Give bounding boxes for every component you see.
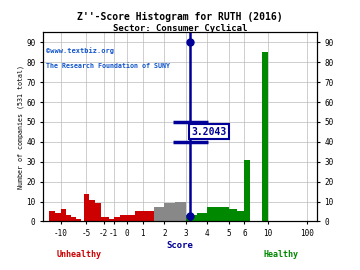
Bar	[55, 214, 61, 221]
Bar	[84, 194, 86, 221]
Bar	[101, 217, 104, 221]
Bar	[113, 217, 120, 221]
Bar	[218, 207, 229, 221]
Bar	[95, 204, 98, 221]
Text: 3.2043: 3.2043	[191, 127, 226, 137]
Text: Z''-Score Histogram for RUTH (2016): Z''-Score Histogram for RUTH (2016)	[77, 12, 283, 22]
Bar	[92, 200, 95, 221]
Bar	[143, 211, 154, 221]
Bar	[89, 200, 92, 221]
Text: Unhealthy: Unhealthy	[56, 250, 101, 259]
Bar	[104, 217, 109, 221]
Text: Sector: Consumer Cyclical: Sector: Consumer Cyclical	[113, 24, 247, 33]
Y-axis label: Number of companies (531 total): Number of companies (531 total)	[17, 65, 23, 189]
Bar	[49, 211, 55, 221]
Text: The Research Foundation of SUNY: The Research Foundation of SUNY	[46, 63, 170, 69]
Bar	[76, 220, 81, 221]
Bar	[61, 210, 66, 221]
Bar	[98, 204, 101, 221]
Bar	[86, 194, 89, 221]
Bar	[120, 215, 127, 221]
Text: ©www.textbiz.org: ©www.textbiz.org	[46, 47, 114, 54]
Bar	[262, 52, 268, 221]
Bar	[135, 211, 143, 221]
Bar	[244, 160, 250, 221]
Bar	[186, 215, 197, 221]
Bar	[66, 215, 71, 221]
Text: Healthy: Healthy	[264, 250, 299, 259]
Bar	[229, 210, 237, 221]
Bar	[197, 214, 207, 221]
Bar	[154, 207, 165, 221]
Bar	[237, 211, 244, 221]
Bar	[165, 204, 175, 221]
Bar	[207, 207, 218, 221]
Bar	[175, 201, 186, 221]
Bar	[109, 220, 113, 221]
Bar	[71, 217, 76, 221]
Bar	[127, 215, 135, 221]
X-axis label: Score: Score	[167, 241, 193, 250]
